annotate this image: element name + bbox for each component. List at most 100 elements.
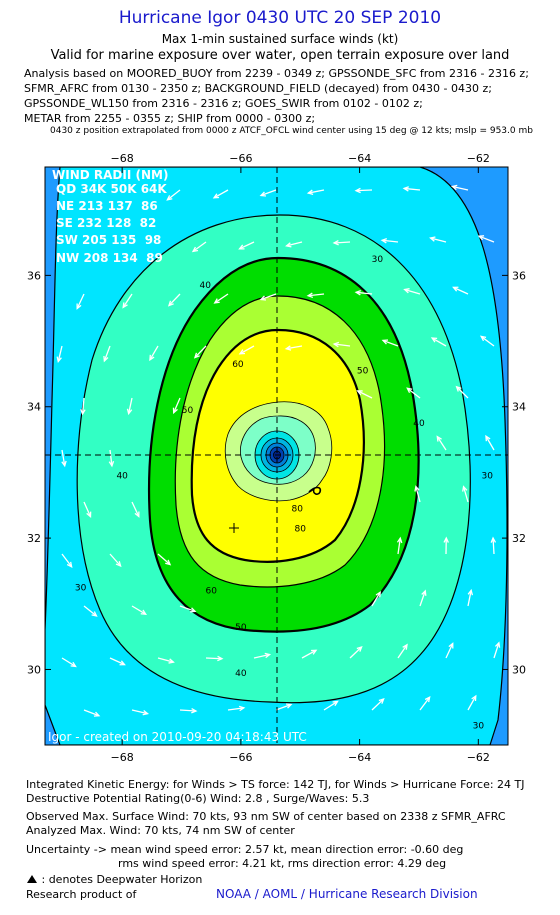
wind-arrow [131,709,148,715]
wind-arrow-head [284,345,292,351]
wind-radii-row-nw: NW 208 134 89 [56,251,163,265]
wind-arrow-head [93,711,101,717]
wind-arrow-head [429,236,436,242]
wind-arrow [356,291,373,295]
wind-arrow-head [108,460,115,468]
wind-arrow [103,345,111,362]
plot-credit: Igor - created on 2010-09-20 04:18:43 UT… [48,730,307,744]
ike-line: Integrated Kinetic Energy: for Winds > T… [26,778,525,791]
analysis-sources: Analysis based on MOORED_BUOY from 2239 … [24,66,556,126]
wind-arrow [301,649,317,659]
wind-arrow-head [396,536,403,544]
wind-arrow [334,343,351,347]
chart-subtitle: Max 1-min sustained surface winds (kt) [161,32,399,46]
wind-arrow [492,537,495,555]
wind-arrow-head [462,485,468,492]
wind-arrow [467,695,477,711]
wind-arrow-head [448,642,454,649]
wind-arrow [109,449,113,466]
dpr-line: Destructive Potential Rating(0-6) Wind: … [26,792,370,805]
wind-arrow [431,337,447,347]
wind-arrow [445,643,454,659]
analysis-line-3: GPSSONDE_WL150 from 2316 - 2316 z; GOES_… [24,97,423,110]
wind-vectors [56,184,501,717]
wind-arrow-head [356,645,363,652]
wind-arrow-head [402,643,408,650]
wind-arrow [286,241,303,247]
wind-arrow-head [403,288,410,294]
wind-arrow-head [122,302,128,309]
wind-arrow [397,538,401,555]
wind-arrow-head [140,609,148,615]
y-tick-label-right: 30 [512,663,526,676]
wind-arrow [194,345,207,359]
wind-arrow [456,386,469,399]
wind-arrow [157,553,171,566]
contour-label: 30 [372,255,384,265]
wind-arrow-head [119,660,126,666]
uncertainty-line-1: Uncertainty -> mean wind speed error: 2.… [26,843,464,856]
uncertainty-line-2: rms wind speed error: 4.21 kt, rms direc… [118,857,447,870]
x-tick-label-top: −68 [111,152,134,165]
wind-arrow-head [455,385,462,392]
wind-arrow-head [306,292,314,299]
wind-arrow [333,241,351,244]
wind-arrow-head [443,536,449,543]
wind-arrow-head [70,661,77,668]
contour-labels: 30 30 30 30 40 40 40 40 50 50 50 60 60 80 80 [75,255,493,731]
wind-arrow-head [212,193,220,199]
research-label: Research product of [26,888,137,901]
chart-title: Hurricane Igor 0430 UTC 20 SEP 2010 [118,8,442,28]
wind-arrow-head [56,356,62,364]
contour-label: 50 [357,367,369,377]
wind-arrow [462,486,469,503]
wind-arrow [179,709,197,712]
wind-arrow [179,605,196,612]
wind-arrow [227,707,244,711]
aircraft-track [308,486,322,495]
wind-arrow [109,657,125,666]
contour-label: 30 [473,721,485,731]
wind-arrow-head [259,295,267,301]
wind-arrow-head [450,184,458,191]
contour-label: 80 [292,505,304,515]
wind-arrow [419,696,431,711]
wind-arrow-head [421,589,427,596]
wind-arrow-head [490,536,497,543]
wind-arrow-head [168,658,175,664]
wind-arrow [149,345,159,361]
wind-arrow-head [430,337,438,343]
wind-arrow-head [264,652,272,659]
wind-arrow [61,553,73,568]
plot-frame [44,166,509,746]
wind-arrow-head [356,390,363,396]
wind-arrow-head [414,485,420,492]
contour-label: 40 [413,419,425,429]
wind-arrow-head [479,335,487,342]
wind-arrow [467,590,472,607]
wind-arrow-head [86,511,92,518]
wind-arrow [308,293,325,297]
contour-label: 40 [235,669,247,679]
analysis-line-1: Analysis based on MOORED_BUOY from 2239 … [24,67,529,80]
wind-arrow-head [80,409,86,416]
wind-arrow [404,187,421,191]
wind-arrow [415,486,421,503]
wind-arrow-head [167,300,174,307]
wind-arrow [239,241,255,250]
wind-arrow [122,293,133,308]
wind-arrow-head [332,239,339,246]
wind-arrow-head [494,641,501,648]
axis-tick-labels: −68 −68 −66 −66 −64 −64 −62 −62 30 30 32 32 34 34 36 36 [27,152,526,764]
wind-arrow-head [354,187,361,194]
wind-arrow-head [238,705,246,712]
contour-label: 30 [75,583,87,593]
wind-arrow-head [436,435,442,442]
wind-arrow-head [134,511,140,518]
wind-arrow [382,339,399,347]
wind-arrow-head [213,298,220,304]
contour-label: 40 [200,281,212,291]
contour-label: 40 [116,472,128,482]
x-tick-label-bottom: −62 [467,751,490,764]
wind-arrow-head [91,611,98,617]
